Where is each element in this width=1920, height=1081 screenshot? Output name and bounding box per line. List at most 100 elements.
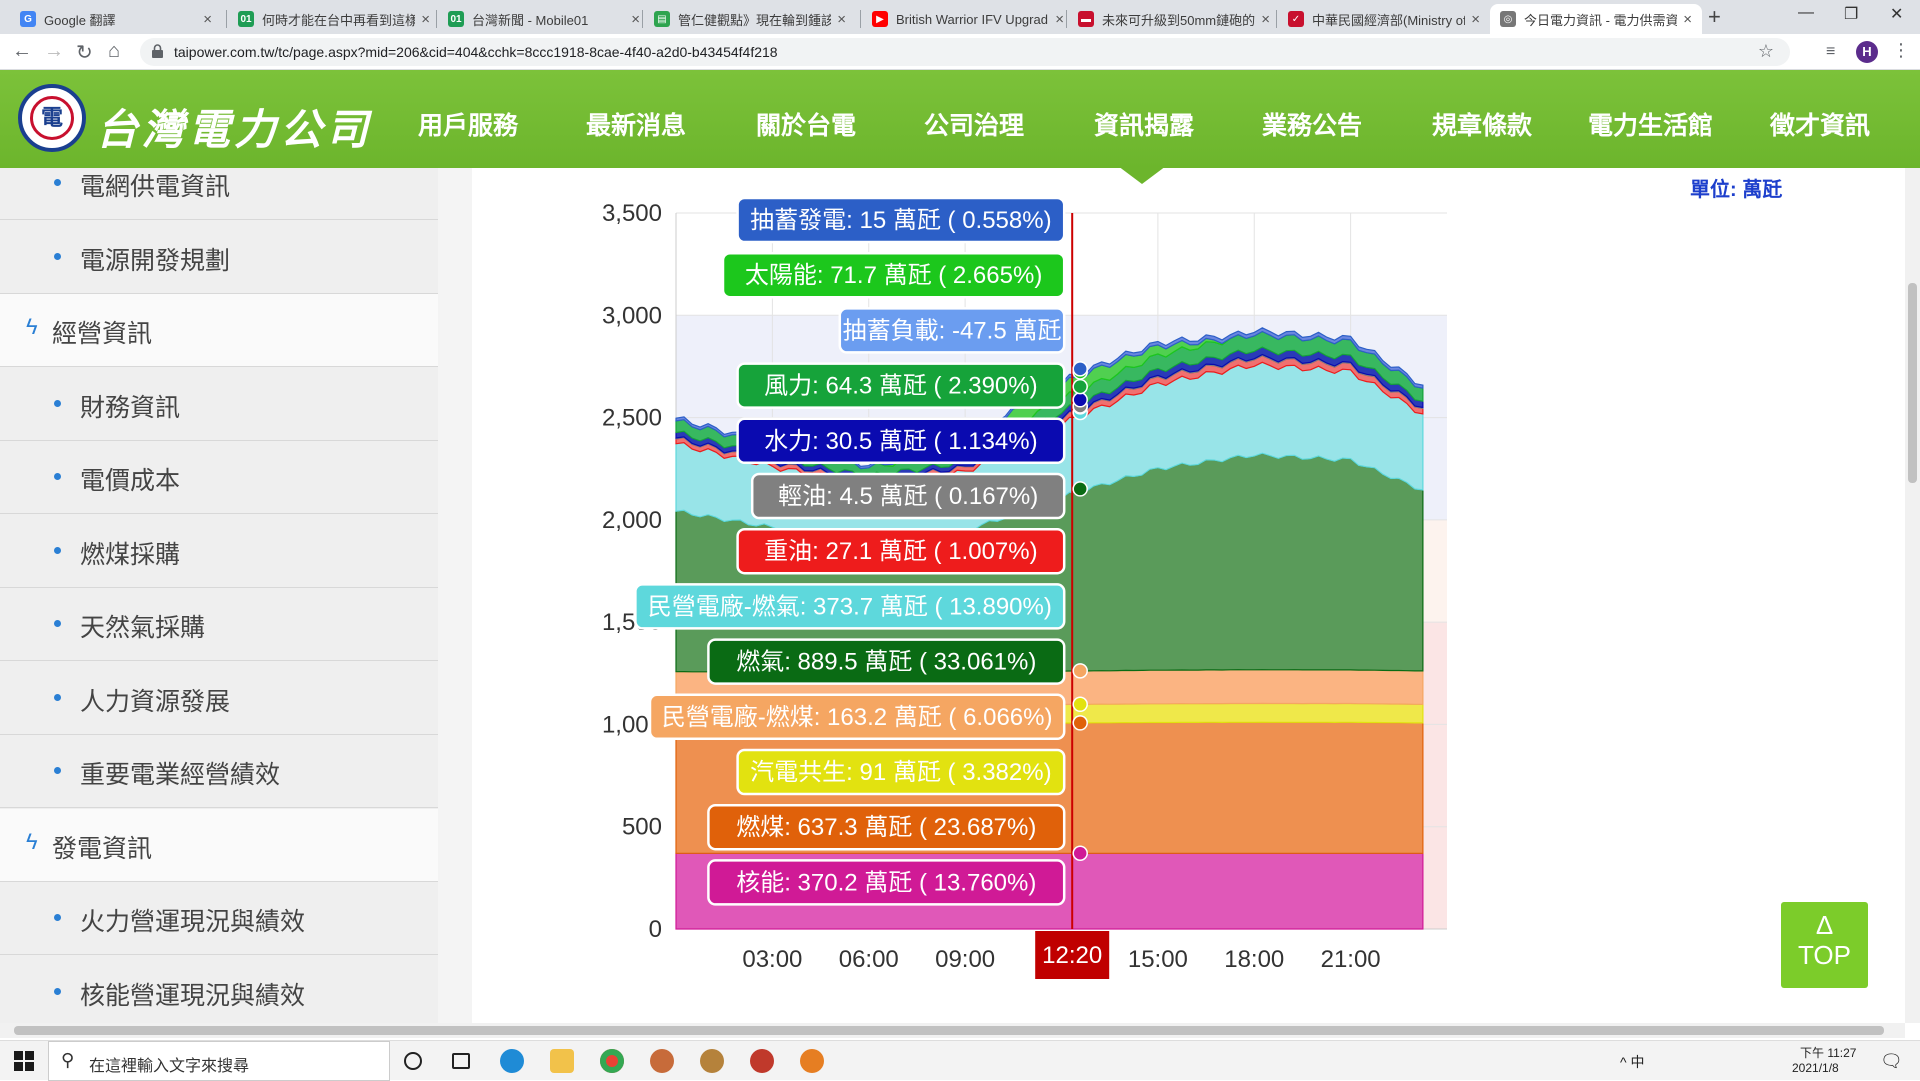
- tab-title: 台灣新聞 - Mobile01: [472, 12, 589, 28]
- tab-favicon-icon: ✓: [1288, 11, 1304, 27]
- cursor-marker: [1072, 696, 1088, 713]
- system-tray[interactable]: ^ 中: [1620, 1054, 1645, 1070]
- sidebar-label: 財務資訊: [80, 393, 181, 422]
- bullet-icon: [54, 546, 61, 554]
- app-icon-2[interactable]: [700, 1049, 724, 1073]
- app-icon-3[interactable]: [750, 1049, 774, 1073]
- cortana-icon[interactable]: [404, 1052, 422, 1070]
- notification-icon[interactable]: 🗨: [1880, 1051, 1903, 1071]
- browser-tab[interactable]: ▶ British Warrior IFV Upgrad ×: [862, 4, 1074, 34]
- browser-tab[interactable]: G Google 翻譯 ×: [10, 4, 222, 34]
- clock-date[interactable]: 2021/1/8: [1792, 1061, 1839, 1075]
- browser-tab[interactable]: ◎ 今日電力資訊 - 電力供需資 ×: [1490, 4, 1702, 34]
- nav-item[interactable]: 最新消息: [586, 112, 687, 140]
- tab-title: Google 翻譯: [44, 12, 116, 28]
- blender-icon[interactable]: [800, 1049, 824, 1073]
- nav-item[interactable]: 公司治理: [924, 112, 1025, 140]
- tab-close-icon[interactable]: ×: [203, 10, 212, 28]
- back-icon[interactable]: ←: [12, 40, 32, 62]
- x-tick-label: 06:00: [839, 946, 899, 973]
- tab-separator: [1276, 10, 1277, 28]
- sidebar-link[interactable]: 核能營運現況與績效: [0, 955, 438, 1023]
- y-tick-label: 500: [622, 814, 662, 841]
- tooltip-text: 燃煤: 637.3 萬瓩 ( 23.687%): [736, 814, 1036, 841]
- nav-item[interactable]: 規章條款: [1432, 112, 1533, 140]
- sidebar-link[interactable]: 火力營運現況與績效: [0, 882, 438, 955]
- back-to-top-button[interactable]: Δ TOP: [1781, 902, 1868, 988]
- tooltip-box: [838, 307, 1066, 354]
- forward-icon[interactable]: →: [44, 40, 64, 62]
- nav-item[interactable]: 用戶服務: [418, 112, 519, 140]
- omnibox[interactable]: taipower.com.tw/tc/page.aspx?mid=206&cid…: [140, 38, 1790, 66]
- taskbar-search-input[interactable]: ⚲ 在這裡輸入文字來搜尋: [48, 1041, 390, 1081]
- minimize-icon[interactable]: —: [1798, 4, 1814, 21]
- nav-item[interactable]: 關於台電: [756, 112, 857, 140]
- clock-time[interactable]: 下午 11:27: [1800, 1046, 1857, 1060]
- x-tick-label: 09:00: [935, 946, 995, 973]
- sidebar-link[interactable]: 天然氣採購: [0, 588, 438, 661]
- tab-close-icon[interactable]: ×: [1471, 10, 1480, 28]
- bullet-icon: [54, 767, 61, 774]
- vertical-scrollbar[interactable]: [1905, 168, 1920, 1023]
- chrome-icon[interactable]: [600, 1049, 624, 1073]
- lock-icon: [152, 44, 163, 58]
- edge-icon[interactable]: [500, 1049, 524, 1073]
- profile-avatar[interactable]: H: [1856, 41, 1878, 63]
- logo-text[interactable]: 台灣電力公司: [96, 105, 373, 154]
- home-icon[interactable]: ⌂: [108, 40, 121, 62]
- tab-close-icon[interactable]: ×: [1055, 10, 1064, 28]
- task-view-icon[interactable]: [452, 1053, 470, 1069]
- sidebar-link[interactable]: 重要電業經營績效: [0, 735, 438, 808]
- browser-tab[interactable]: ✓ 中華民國經濟部(Ministry of ×: [1278, 4, 1490, 34]
- sidebar-link[interactable]: 人力資源發展: [0, 661, 438, 735]
- bullet-icon: [54, 473, 61, 480]
- browser-tab[interactable]: ▬ 未來可升級到50mm鏈砲的 ×: [1068, 4, 1280, 34]
- reload-icon[interactable]: ↻: [76, 42, 93, 64]
- sidebar-category[interactable]: ϟ 經營資訊: [0, 294, 438, 367]
- restore-icon[interactable]: ❐: [1844, 6, 1859, 23]
- browser-tab[interactable]: 01 何時才能在台中再看到這樣 ×: [228, 4, 440, 34]
- cursor-marker: [1072, 663, 1088, 679]
- windows-start-icon[interactable]: [14, 1051, 34, 1071]
- tab-close-icon[interactable]: ×: [1261, 10, 1270, 28]
- y-tick-label: 2,000: [602, 507, 662, 534]
- tooltip-text: 輕油: 4.5 萬瓩 ( 0.167%): [778, 483, 1038, 510]
- tab-close-icon[interactable]: ×: [421, 10, 430, 28]
- app-icon-1[interactable]: [650, 1049, 674, 1073]
- horizontal-scroll-thumb[interactable]: [14, 1026, 1884, 1035]
- sidebar-link[interactable]: 電價成本: [0, 441, 438, 514]
- browser-tab[interactable]: 01 台灣新聞 - Mobile01 ×: [438, 4, 650, 34]
- sidebar-link[interactable]: 電網供電資訊: [0, 168, 438, 220]
- tab-title: British Warrior IFV Upgrad: [896, 11, 1048, 27]
- sidebar-link[interactable]: 燃煤採購: [0, 514, 438, 588]
- tooltip-text: 風力: 64.3 萬瓩 ( 2.390%): [764, 373, 1037, 400]
- reading-list-icon[interactable]: ≡: [1826, 43, 1836, 60]
- nav-item[interactable]: 電力生活館: [1588, 112, 1714, 140]
- browser-menu-icon[interactable]: ⋮: [1892, 40, 1910, 60]
- horizontal-scrollbar[interactable]: [0, 1023, 1905, 1038]
- nav-item[interactable]: 業務公告: [1262, 112, 1363, 140]
- browser-tab[interactable]: ▤ 管仁健觀點》現在輪到鍾該 ×: [644, 4, 856, 34]
- tab-separator: [436, 10, 437, 28]
- tab-close-icon[interactable]: ×: [631, 10, 640, 28]
- close-window-icon[interactable]: ✕: [1890, 6, 1904, 23]
- sidebar-label: 經營資訊: [52, 320, 153, 348]
- cursor-marker: [1072, 392, 1088, 408]
- file-explorer-icon[interactable]: [550, 1049, 574, 1073]
- tab-favicon-icon: ◎: [1500, 11, 1516, 27]
- taipower-logo-icon[interactable]: 電: [18, 84, 86, 152]
- sidebar-link[interactable]: 電源開發規劃: [0, 220, 438, 294]
- nav-item[interactable]: 資訊揭露: [1094, 112, 1195, 140]
- bookmark-star-icon[interactable]: ☆: [1757, 41, 1774, 61]
- sidebar-link[interactable]: 財務資訊: [0, 367, 438, 441]
- tab-close-icon[interactable]: ×: [837, 10, 846, 28]
- new-tab-button[interactable]: +: [1708, 4, 1721, 29]
- tooltip-box: [736, 417, 1066, 465]
- lightning-icon: ϟ: [26, 314, 38, 339]
- tab-close-icon[interactable]: ×: [1683, 10, 1692, 28]
- vertical-scroll-thumb[interactable]: [1908, 283, 1917, 483]
- nav-item[interactable]: 徵才資訊: [1770, 112, 1871, 140]
- tooltip-text: 核能: 370.2 萬瓩 ( 13.760%): [736, 869, 1036, 896]
- sidebar-category[interactable]: ϟ 發電資訊: [0, 808, 438, 882]
